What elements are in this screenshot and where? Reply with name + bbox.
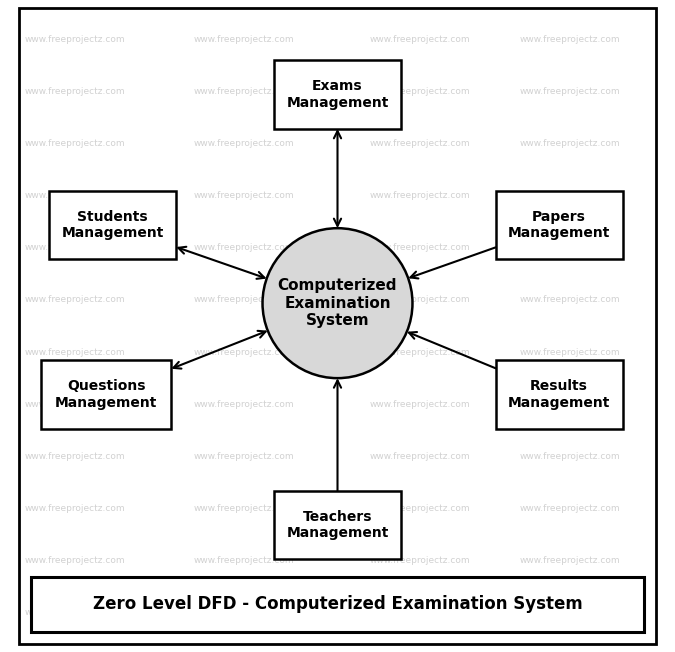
Bar — [495, 360, 623, 429]
Text: www.freeprojectz.com: www.freeprojectz.com — [520, 191, 621, 200]
Text: www.freeprojectz.com: www.freeprojectz.com — [520, 348, 621, 357]
Text: Exams
Management: Exams Management — [286, 80, 389, 110]
Text: www.freeprojectz.com: www.freeprojectz.com — [24, 400, 125, 409]
Text: www.freeprojectz.com: www.freeprojectz.com — [24, 191, 125, 200]
Text: Teachers
Management: Teachers Management — [286, 510, 389, 540]
Bar — [49, 190, 176, 259]
Text: Students
Management: Students Management — [61, 210, 164, 240]
FancyArrowPatch shape — [334, 381, 341, 490]
Text: www.freeprojectz.com: www.freeprojectz.com — [370, 348, 470, 357]
Text: www.freeprojectz.com: www.freeprojectz.com — [520, 452, 621, 461]
Text: Results
Management: Results Management — [508, 379, 610, 409]
Text: www.freeprojectz.com: www.freeprojectz.com — [370, 243, 470, 252]
Text: www.freeprojectz.com: www.freeprojectz.com — [194, 243, 295, 252]
Text: www.freeprojectz.com: www.freeprojectz.com — [194, 35, 295, 44]
Text: www.freeprojectz.com: www.freeprojectz.com — [24, 452, 125, 461]
Text: www.freeprojectz.com: www.freeprojectz.com — [194, 348, 295, 357]
Text: www.freeprojectz.com: www.freeprojectz.com — [24, 87, 125, 96]
Text: www.freeprojectz.com: www.freeprojectz.com — [520, 243, 621, 252]
Text: www.freeprojectz.com: www.freeprojectz.com — [370, 452, 470, 461]
Text: Papers
Management: Papers Management — [508, 210, 610, 240]
Text: www.freeprojectz.com: www.freeprojectz.com — [370, 400, 470, 409]
Text: www.freeprojectz.com: www.freeprojectz.com — [194, 556, 295, 565]
Text: www.freeprojectz.com: www.freeprojectz.com — [194, 504, 295, 513]
Text: www.freeprojectz.com: www.freeprojectz.com — [520, 35, 621, 44]
Text: www.freeprojectz.com: www.freeprojectz.com — [370, 504, 470, 513]
Text: www.freeprojectz.com: www.freeprojectz.com — [24, 243, 125, 252]
Text: www.freeprojectz.com: www.freeprojectz.com — [194, 191, 295, 200]
Text: www.freeprojectz.com: www.freeprojectz.com — [370, 608, 470, 617]
Text: www.freeprojectz.com: www.freeprojectz.com — [194, 452, 295, 461]
Text: www.freeprojectz.com: www.freeprojectz.com — [194, 139, 295, 148]
Bar — [41, 360, 171, 429]
Bar — [274, 60, 401, 128]
Text: www.freeprojectz.com: www.freeprojectz.com — [520, 608, 621, 617]
FancyArrowPatch shape — [178, 246, 265, 279]
Text: www.freeprojectz.com: www.freeprojectz.com — [370, 556, 470, 565]
Text: www.freeprojectz.com: www.freeprojectz.com — [24, 139, 125, 148]
FancyArrowPatch shape — [173, 331, 265, 368]
FancyArrowPatch shape — [334, 131, 341, 226]
Text: www.freeprojectz.com: www.freeprojectz.com — [520, 556, 621, 565]
Text: www.freeprojectz.com: www.freeprojectz.com — [194, 608, 295, 617]
Text: www.freeprojectz.com: www.freeprojectz.com — [520, 139, 621, 148]
Text: www.freeprojectz.com: www.freeprojectz.com — [24, 608, 125, 617]
Bar — [495, 190, 623, 259]
Text: www.freeprojectz.com: www.freeprojectz.com — [194, 295, 295, 304]
Text: www.freeprojectz.com: www.freeprojectz.com — [370, 295, 470, 304]
Text: www.freeprojectz.com: www.freeprojectz.com — [370, 35, 470, 44]
Text: www.freeprojectz.com: www.freeprojectz.com — [194, 400, 295, 409]
Text: www.freeprojectz.com: www.freeprojectz.com — [370, 87, 470, 96]
Text: Questions
Management: Questions Management — [55, 379, 157, 409]
Text: Zero Level DFD - Computerized Examination System: Zero Level DFD - Computerized Examinatio… — [92, 595, 583, 614]
Text: www.freeprojectz.com: www.freeprojectz.com — [520, 295, 621, 304]
Text: www.freeprojectz.com: www.freeprojectz.com — [24, 35, 125, 44]
FancyArrowPatch shape — [409, 332, 495, 368]
Text: www.freeprojectz.com: www.freeprojectz.com — [24, 295, 125, 304]
Text: www.freeprojectz.com: www.freeprojectz.com — [370, 139, 470, 148]
Text: www.freeprojectz.com: www.freeprojectz.com — [24, 348, 125, 357]
Text: www.freeprojectz.com: www.freeprojectz.com — [24, 504, 125, 513]
Text: www.freeprojectz.com: www.freeprojectz.com — [194, 87, 295, 96]
Text: www.freeprojectz.com: www.freeprojectz.com — [520, 87, 621, 96]
FancyArrowPatch shape — [410, 247, 495, 278]
Text: Computerized
Examination
System: Computerized Examination System — [277, 278, 398, 328]
Bar — [274, 490, 401, 559]
Text: www.freeprojectz.com: www.freeprojectz.com — [520, 400, 621, 409]
Bar — [31, 577, 644, 632]
Text: www.freeprojectz.com: www.freeprojectz.com — [370, 191, 470, 200]
Text: www.freeprojectz.com: www.freeprojectz.com — [24, 556, 125, 565]
Text: www.freeprojectz.com: www.freeprojectz.com — [520, 504, 621, 513]
Circle shape — [263, 228, 412, 378]
